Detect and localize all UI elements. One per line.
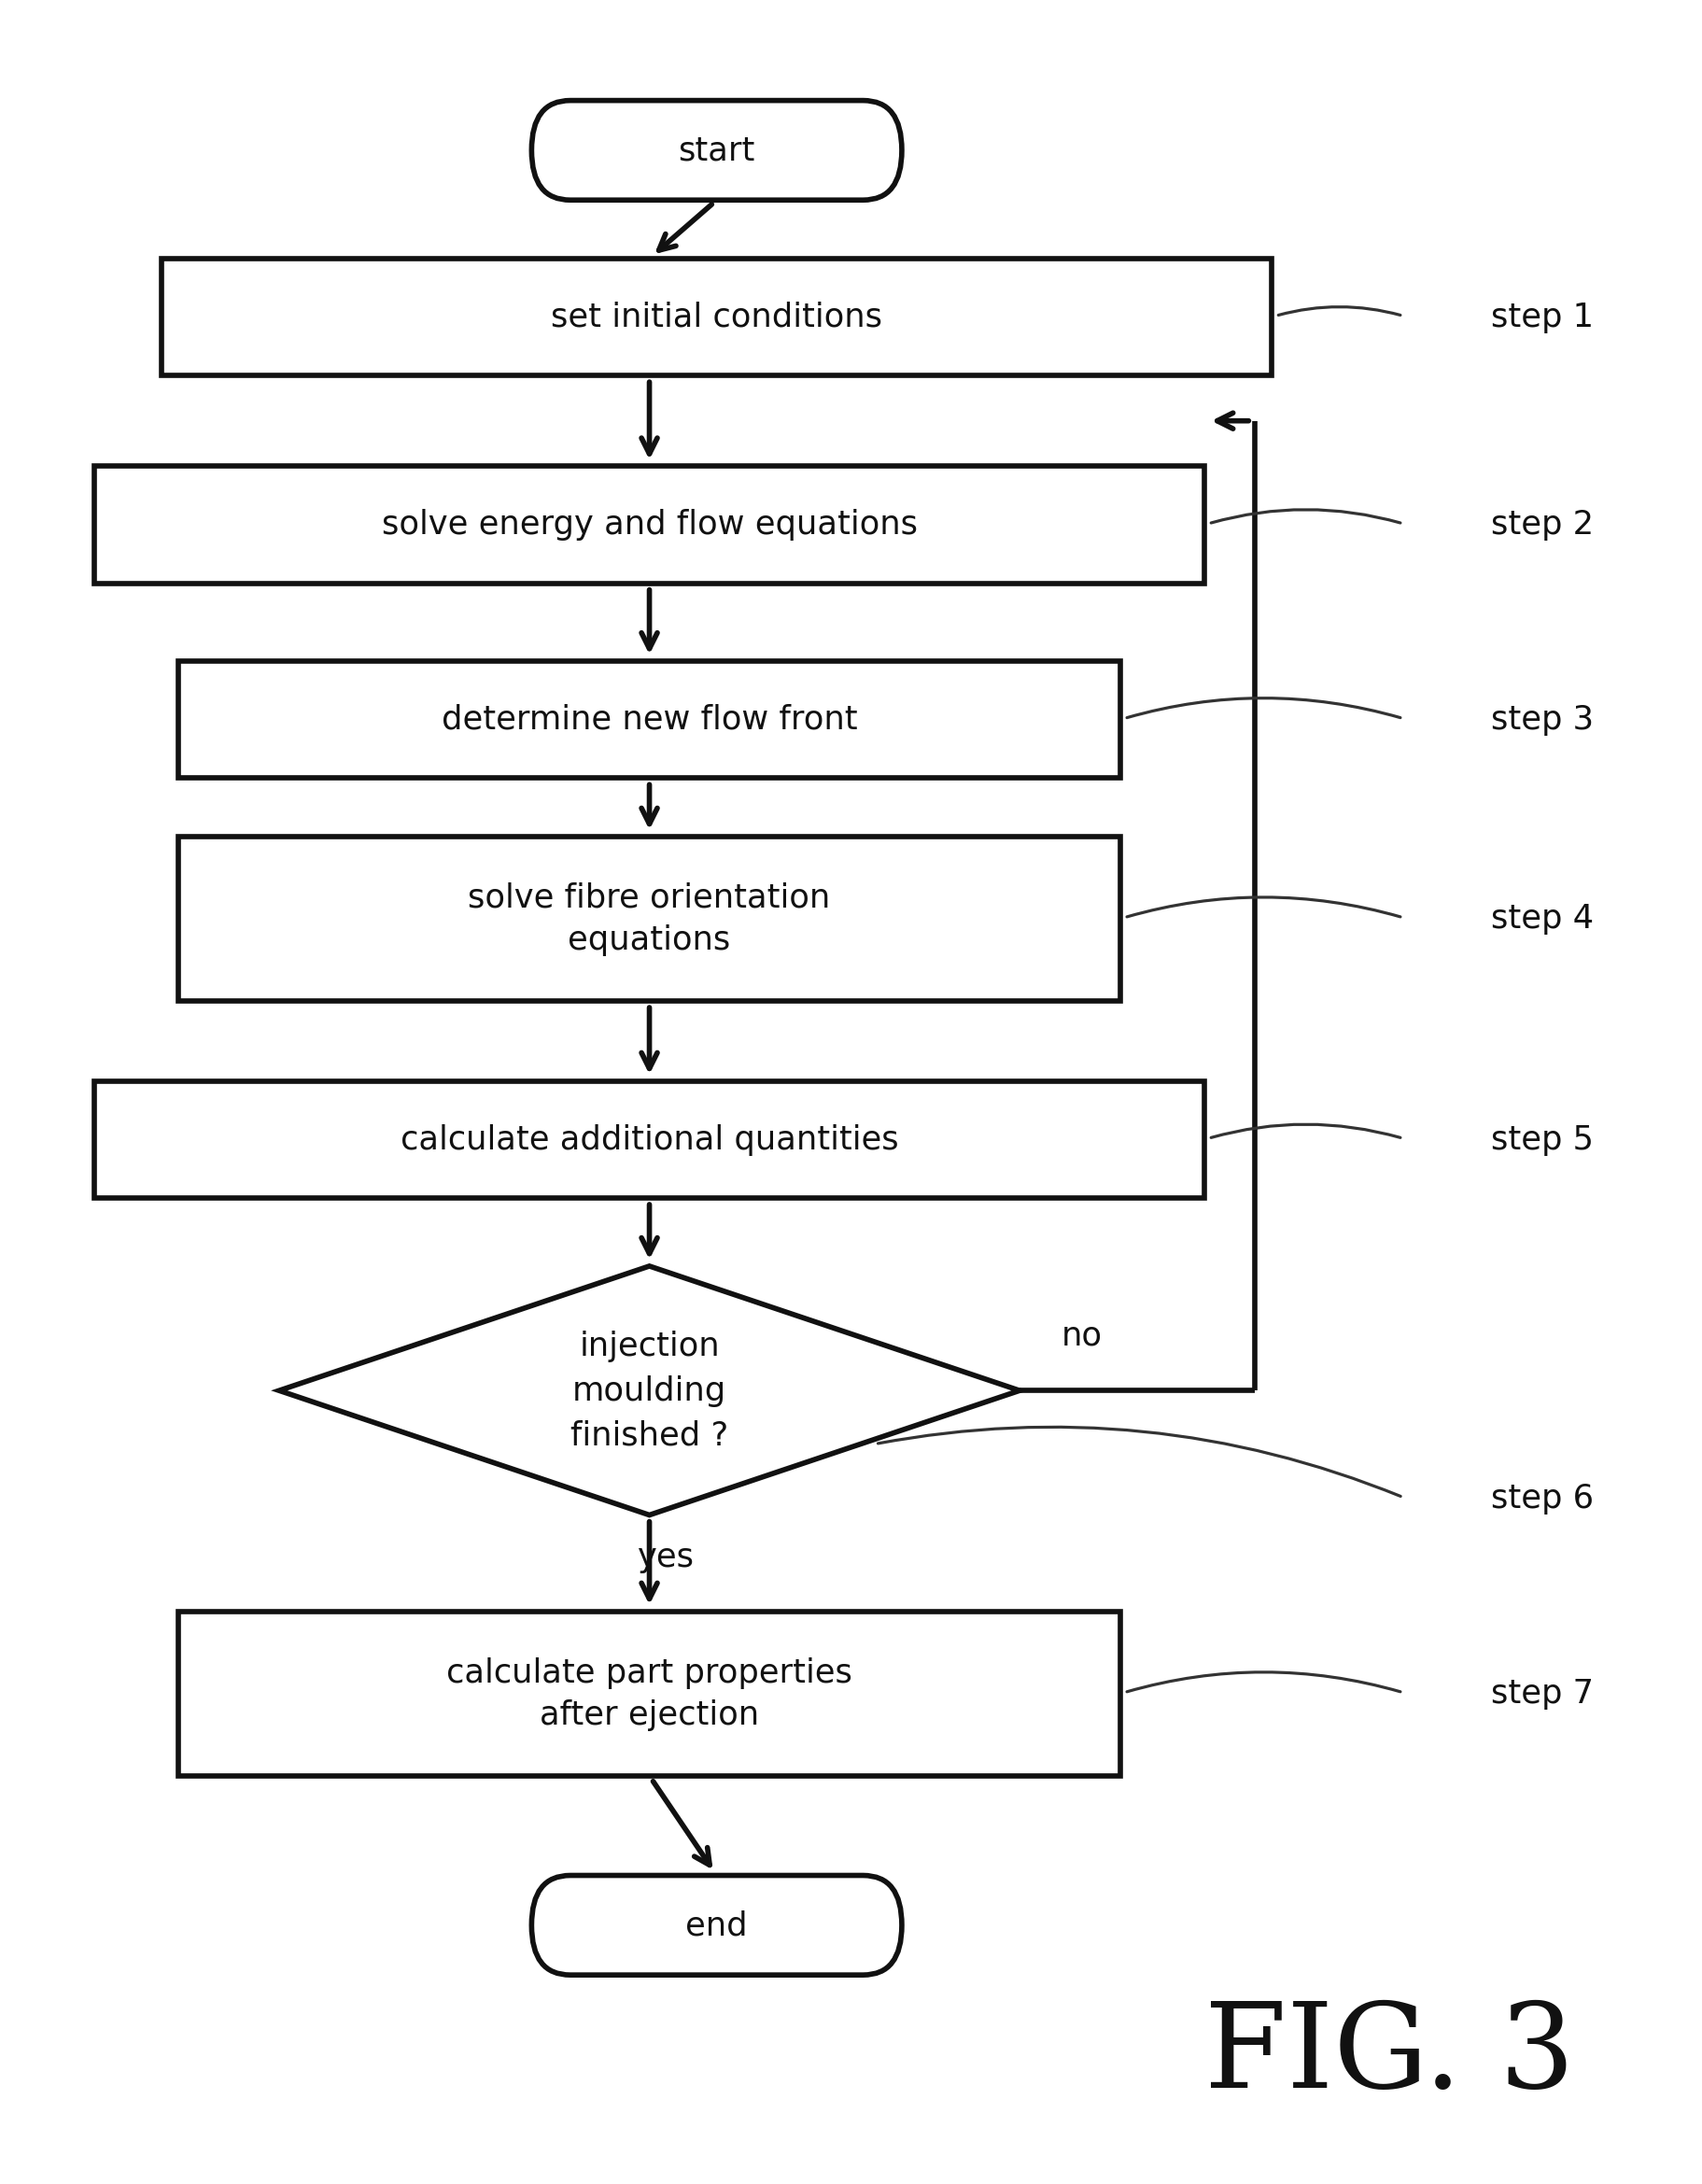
Text: set initial conditions: set initial conditions: [551, 301, 882, 334]
FancyBboxPatch shape: [179, 836, 1120, 1000]
FancyBboxPatch shape: [531, 1876, 902, 1974]
Text: yes: yes: [638, 1542, 694, 1572]
Text: no: no: [1062, 1319, 1103, 1352]
Text: FIG. 3: FIG. 3: [1205, 1996, 1574, 2112]
Polygon shape: [279, 1267, 1019, 1516]
Text: start: start: [677, 135, 756, 166]
FancyBboxPatch shape: [179, 662, 1120, 778]
Text: end: end: [686, 1909, 747, 1942]
Text: calculate part properties
after ejection: calculate part properties after ejection: [446, 1658, 853, 1730]
Text: step 6: step 6: [1491, 1483, 1593, 1516]
FancyBboxPatch shape: [179, 1612, 1120, 1776]
Text: step 7: step 7: [1491, 1677, 1593, 1710]
Text: step 2: step 2: [1491, 509, 1593, 542]
Text: calculate additional quantities: calculate additional quantities: [400, 1125, 899, 1155]
FancyBboxPatch shape: [94, 467, 1205, 583]
Text: step 3: step 3: [1491, 703, 1593, 736]
Text: step 1: step 1: [1491, 301, 1593, 334]
FancyBboxPatch shape: [531, 100, 902, 201]
Text: solve energy and flow equations: solve energy and flow equations: [381, 509, 917, 542]
FancyBboxPatch shape: [162, 258, 1271, 376]
Text: solve fibre orientation
equations: solve fibre orientation equations: [468, 882, 831, 957]
Text: step 4: step 4: [1491, 902, 1593, 935]
Text: injection
moulding
finished ?: injection moulding finished ?: [570, 1330, 728, 1450]
FancyBboxPatch shape: [94, 1081, 1205, 1199]
Text: step 5: step 5: [1491, 1125, 1593, 1155]
Text: determine new flow front: determine new flow front: [441, 703, 858, 736]
